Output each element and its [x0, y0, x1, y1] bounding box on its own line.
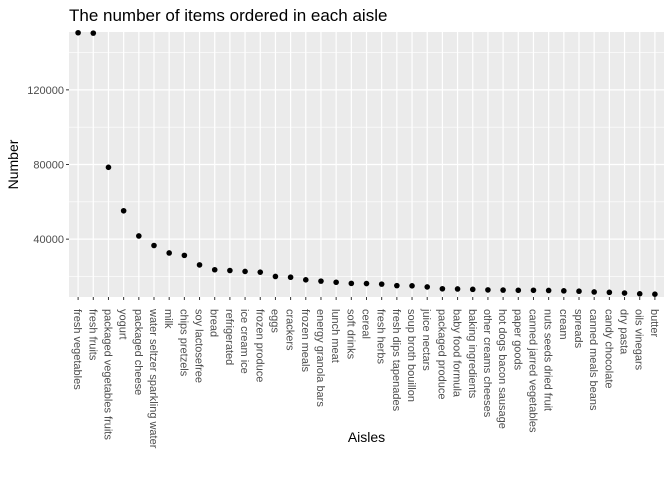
x-axis-title: Aisles — [348, 429, 385, 445]
data-point — [652, 291, 658, 298]
data-point — [424, 284, 431, 290]
x-tick-label: packaged produce — [435, 309, 447, 400]
x-tick-label: water seltzer sparkling water — [147, 308, 159, 449]
data-point — [196, 262, 203, 268]
x-tick-label: cereal — [360, 309, 372, 339]
x-tick-label: yogurt — [117, 309, 129, 340]
data-point — [606, 289, 613, 296]
x-tick-label: baking ingredients — [466, 309, 478, 399]
x-tick-label: paper goods — [511, 309, 523, 371]
x-tick-label: fresh vegetables — [71, 309, 83, 390]
data-point — [166, 250, 172, 256]
data-point — [394, 282, 400, 289]
data-point — [151, 242, 157, 249]
x-tick-label: fresh fruits — [86, 309, 98, 361]
data-point — [439, 285, 446, 292]
x-tick-label: soy lactosefree — [193, 309, 205, 383]
x-axis: fresh vegetables fresh fruits packaged veg… — [71, 297, 660, 449]
x-tick-label: bread — [208, 309, 220, 337]
x-tick-label: fresh dips tapenades — [390, 309, 402, 412]
data-point — [75, 29, 81, 36]
data-point — [348, 280, 355, 287]
data-point — [591, 289, 597, 295]
data-point — [136, 233, 142, 239]
data-point — [500, 287, 506, 293]
data-point — [621, 290, 628, 296]
x-tick-label: milk — [162, 309, 174, 329]
data-point — [409, 283, 415, 289]
x-tick-label: spreads — [572, 309, 584, 349]
x-tick-label: crackers — [284, 309, 296, 351]
x-tick-label: lunch meat — [329, 309, 341, 363]
x-tick-label: packaged cheese — [132, 309, 144, 395]
data-point — [515, 287, 522, 294]
data-point — [454, 286, 461, 292]
x-tick-label: hot dogs bacon sausage — [496, 309, 508, 429]
x-tick-label: refrigerated — [223, 309, 235, 365]
x-tick-label: eggs — [268, 309, 280, 333]
x-tick-label: packaged vegetables fruits — [101, 309, 113, 440]
y-tick-label: 80000 — [33, 160, 64, 172]
data-point — [90, 30, 97, 36]
data-point — [120, 207, 127, 214]
x-tick-label: canned jarred vegetables — [526, 309, 538, 433]
data-point — [545, 287, 552, 294]
x-tick-label: oils vinegars — [633, 309, 645, 371]
y-axis-title: Number — [5, 139, 21, 189]
x-tick-label: nuts seeds dried fruit — [542, 309, 554, 411]
y-axis: 40000 80000 120000 — [27, 85, 69, 246]
data-point — [333, 279, 339, 286]
data-point — [318, 278, 324, 284]
x-tick-label: energy granola bars — [314, 309, 326, 407]
x-tick-label: butter — [648, 309, 660, 337]
y-tick-label: 40000 — [33, 234, 64, 246]
x-tick-label: cream — [557, 309, 569, 340]
x-tick-label: dry pasta — [618, 309, 630, 355]
data-point — [181, 252, 188, 259]
x-tick-label: baby food formula — [451, 309, 463, 398]
x-tick-label: soup broth bouillon — [405, 309, 417, 402]
data-point — [227, 267, 233, 274]
data-point — [530, 287, 537, 294]
data-point — [242, 268, 248, 275]
x-tick-label: frozen meals — [299, 309, 311, 372]
data-point — [257, 269, 264, 275]
data-point — [105, 164, 112, 171]
data-point — [211, 266, 218, 273]
x-tick-label: candy chocolate — [602, 309, 614, 389]
x-tick-label: ice cream ice — [238, 309, 250, 374]
data-point — [378, 281, 385, 287]
x-tick-label: fresh herbs — [375, 309, 387, 365]
data-point — [469, 286, 476, 293]
data-point — [363, 280, 370, 287]
data-point — [272, 273, 279, 280]
x-tick-label: canned meals beans — [587, 309, 599, 411]
x-tick-label: other creams cheeses — [481, 309, 493, 418]
data-point — [302, 277, 309, 283]
x-tick-label: frozen produce — [253, 309, 265, 382]
data-point — [485, 287, 491, 293]
data-point — [287, 274, 294, 281]
data-points — [75, 29, 658, 298]
x-tick-label: soft drinks — [344, 309, 356, 360]
chart-title: The number of items ordered in each aisl… — [69, 6, 387, 25]
data-point — [561, 288, 567, 294]
x-tick-label: chips pretzels — [177, 309, 189, 377]
data-point — [576, 288, 582, 295]
x-tick-label: juice nectars — [420, 308, 432, 371]
data-point — [636, 291, 643, 297]
y-tick-label: 120000 — [27, 85, 64, 97]
